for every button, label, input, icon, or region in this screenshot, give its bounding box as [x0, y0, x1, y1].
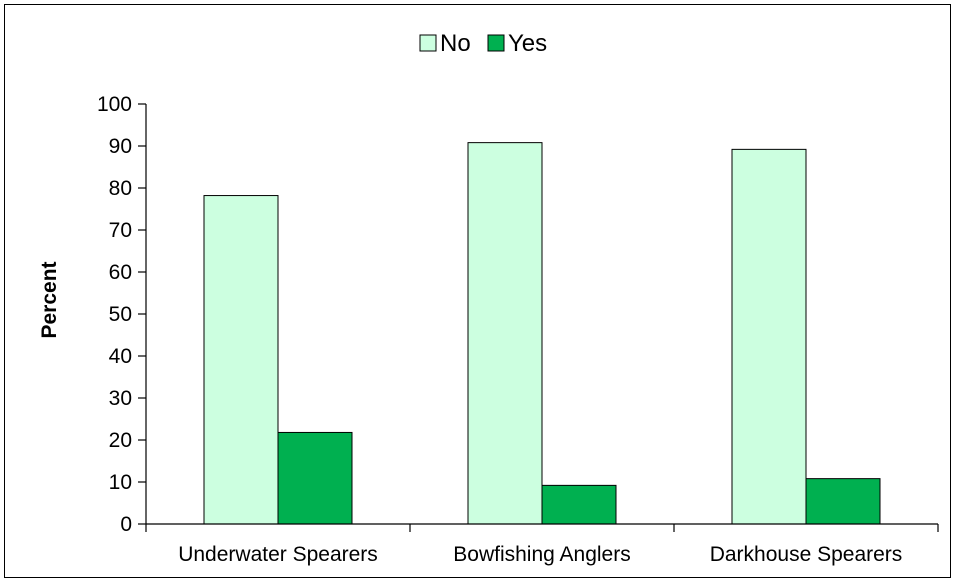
- bar-yes-2: [805, 478, 881, 525]
- x-category-label: Underwater Spearers: [178, 543, 378, 566]
- y-tick-label: 40: [109, 345, 132, 368]
- x-category-label: Bowfishing Anglers: [453, 543, 630, 566]
- bar-yes-0: [277, 431, 353, 525]
- bar-no-0: [203, 195, 279, 525]
- legend-swatch-no: [419, 34, 437, 52]
- legend-label-no: No: [440, 30, 471, 57]
- y-tick-label: 20: [109, 429, 132, 452]
- axes: [145, 104, 939, 532]
- legend-swatch-yes: [487, 34, 505, 52]
- x-axis-labels: Underwater Spearers Bowfishing Anglers Dar…: [178, 543, 902, 566]
- legend-label-yes: Yes: [508, 30, 547, 57]
- bars: [203, 142, 881, 525]
- bar-yes-1: [541, 484, 617, 525]
- y-tick-label: 50: [109, 303, 132, 326]
- y-tick-label: 60: [109, 261, 132, 284]
- y-axis: 0 10 20 30 40 50 60 70 80 90 100: [97, 93, 146, 536]
- x-category-label: Darkhouse Spearers: [710, 543, 903, 566]
- y-tick-label: 0: [120, 513, 132, 536]
- y-tick-label: 90: [109, 135, 132, 158]
- y-tick-label: 100: [97, 93, 132, 116]
- y-tick-label: 30: [109, 387, 132, 410]
- y-tick-label: 80: [109, 177, 132, 200]
- legend: No Yes: [419, 30, 547, 57]
- y-tick-label: 10: [109, 471, 132, 494]
- y-axis-title: Percent: [38, 261, 61, 338]
- bar-no-1: [467, 142, 543, 525]
- bar-no-2: [731, 148, 807, 525]
- y-tick-label: 70: [109, 219, 132, 242]
